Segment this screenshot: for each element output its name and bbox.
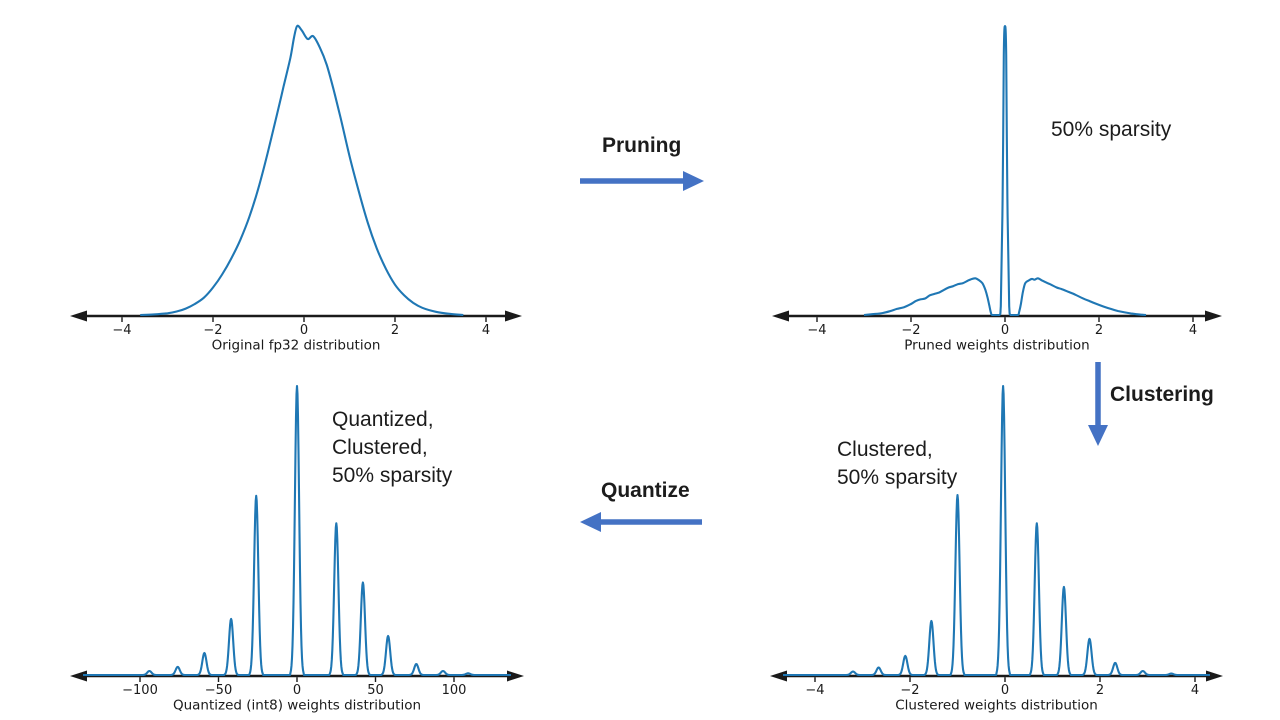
tick-label: 4 [1191,683,1199,698]
plots-layer: −4 −2 0 2 4 Original fp32 distribution −4 −2 0 2 4… [70,24,1223,714]
tick-label: −50 [205,683,232,698]
axis-arrowhead-right-icon [1206,670,1223,682]
tick-label: −2 [203,323,222,338]
spikes-curve [83,384,511,677]
clustering-step-label: Clustering [1110,383,1214,406]
annotation-line: 50% sparsity [837,466,958,489]
plot-clustered: −4 −2 0 2 4 Clustered weights distribution [770,384,1223,714]
density-curve [863,24,1147,317]
axis-arrowhead-left-icon [770,670,787,682]
clustering-arrow-icon [1088,362,1108,446]
tick-label: 2 [391,323,399,338]
annotation-line: Quantized, [332,408,434,431]
axis-arrowhead-left-icon [70,310,87,322]
tick-label: −4 [112,323,131,338]
axis-arrowhead-right-icon [505,310,522,322]
tick-label: 0 [293,683,301,698]
axis-arrowhead-left-icon [70,670,87,682]
tick-label: 0 [300,323,308,338]
axis-title: Original fp32 distribution [212,338,381,354]
annotation-line: Clustered, [332,436,428,459]
annotation-line: 50% sparsity [332,464,453,487]
tick-label: 0 [1001,323,1009,338]
tick-label: −100 [122,683,158,698]
axis-title: Clustered weights distribution [895,698,1098,714]
density-curve [140,24,464,317]
clustered-sparsity-annotation: Clustered, 50% sparsity [837,436,957,492]
axis-title: Pruned weights distribution [904,338,1090,354]
plot-original: −4 −2 0 2 4 Original fp32 distribution [70,24,522,354]
tick-label: 4 [482,323,490,338]
tick-label: 2 [1095,323,1103,338]
tick-label: −4 [805,683,824,698]
quantize-step-label: Quantize [601,479,690,502]
tick-label: 2 [1096,683,1104,698]
tick-label: −4 [807,323,826,338]
tick-label: 100 [442,683,467,698]
axis-arrowhead-right-icon [1205,310,1222,322]
axis-title: Quantized (int8) weights distribution [173,698,421,714]
tick-label: −2 [901,323,920,338]
tick-label: −2 [900,683,919,698]
quantized-sparsity-annotation: Quantized, Clustered, 50% sparsity [332,406,452,490]
tick-label: 4 [1189,323,1197,338]
plot-quantized: −100 −50 0 50 100 Quantized (int8) weights di… [70,384,524,714]
axis-arrowhead-left-icon [772,310,789,322]
tick-label: 0 [1001,683,1009,698]
quantize-arrow-icon [580,512,702,532]
plot-pruned: −4 −2 0 2 4 Pruned weights distribution [772,24,1222,354]
pruning-step-label: Pruning [602,134,682,157]
annotation-line: Clustered, [837,438,933,461]
axis-arrowhead-right-icon [507,670,524,682]
spikes-curve [783,384,1210,677]
pruning-arrow-icon [580,171,704,191]
pruned-sparsity-annotation: 50% sparsity [1051,118,1172,141]
tick-label: 50 [367,683,384,698]
